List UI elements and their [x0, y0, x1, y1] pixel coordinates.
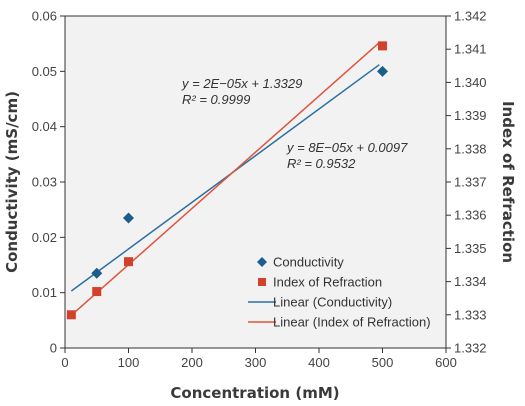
x-tick-label: 400	[308, 355, 330, 370]
y2-tick-label: 1.338	[454, 141, 487, 156]
legend-label: Linear (Index of Refraction)	[273, 315, 431, 330]
legend-label: Linear (Conductivity)	[273, 295, 392, 310]
conductivity-point	[123, 212, 134, 224]
y2-tick-label: 1.341	[454, 42, 487, 57]
y2-tick-label: 1.335	[454, 241, 487, 256]
y2-tick-label: 1.333	[454, 307, 487, 322]
legend: Conductivity Index of Refraction Linear (C…	[248, 255, 431, 330]
legend-swatch-refraction	[258, 278, 266, 286]
legend-label: Conductivity	[273, 255, 344, 270]
y-tick-label: 0.01	[32, 285, 57, 300]
y-tick-label: 0	[50, 341, 57, 356]
y2-tick-label: 1.334	[454, 274, 487, 289]
conductivity-point	[91, 267, 103, 279]
x-tick-label: 300	[245, 355, 267, 370]
x-tick-label: 200	[181, 355, 203, 370]
refraction-point	[92, 287, 102, 297]
x-axis-title: Concentration (mM)	[170, 384, 339, 402]
y-tick-label: 0.04	[32, 119, 57, 134]
x-tick-label: 100	[118, 355, 140, 370]
x-tick-label: 0	[61, 355, 68, 370]
ticks-layer: 0 100 200 300 400 500 600 0 0.01 0.02 0.03 0.04 0.05…	[32, 9, 487, 371]
legend-label: Index of Refraction	[273, 275, 382, 290]
points-layer	[66, 41, 388, 320]
trendline-conductivity	[70, 64, 380, 292]
y-tick-label: 0.05	[32, 64, 57, 79]
refraction-point	[66, 310, 76, 320]
refraction-point	[124, 257, 133, 267]
y2-tick-label: 1.339	[454, 108, 487, 123]
equation-conductivity: y = 8E−05x + 0.0097	[286, 140, 408, 155]
trendline-refraction	[67, 41, 380, 319]
legend-swatch-conductivity	[257, 257, 267, 267]
trendlines-layer	[67, 41, 380, 319]
y2-tick-label: 1.332	[454, 341, 487, 356]
y2-axis-title: Index of Refraction	[499, 101, 517, 263]
x-tick-label: 500	[372, 355, 394, 370]
refraction-point	[378, 41, 387, 51]
y-axis-title: Conductivity (mS/cm)	[3, 91, 21, 273]
y2-tick-label: 1.340	[454, 75, 487, 90]
y-tick-label: 0.03	[32, 175, 57, 190]
y2-tick-label: 1.342	[454, 9, 487, 24]
r-squared-conductivity: R² = 0.9532	[287, 156, 356, 171]
y-tick-label: 0.06	[32, 9, 57, 24]
y2-tick-label: 1.336	[454, 208, 487, 223]
y-tick-label: 0.02	[32, 230, 57, 245]
conductivity-point	[377, 65, 388, 77]
x-tick-label: 600	[435, 355, 457, 370]
r-squared-refraction: R² = 0.9999	[182, 92, 250, 107]
equation-refraction: y = 2E−05x + 1.3329	[181, 76, 302, 91]
y2-tick-label: 1.337	[454, 175, 487, 190]
